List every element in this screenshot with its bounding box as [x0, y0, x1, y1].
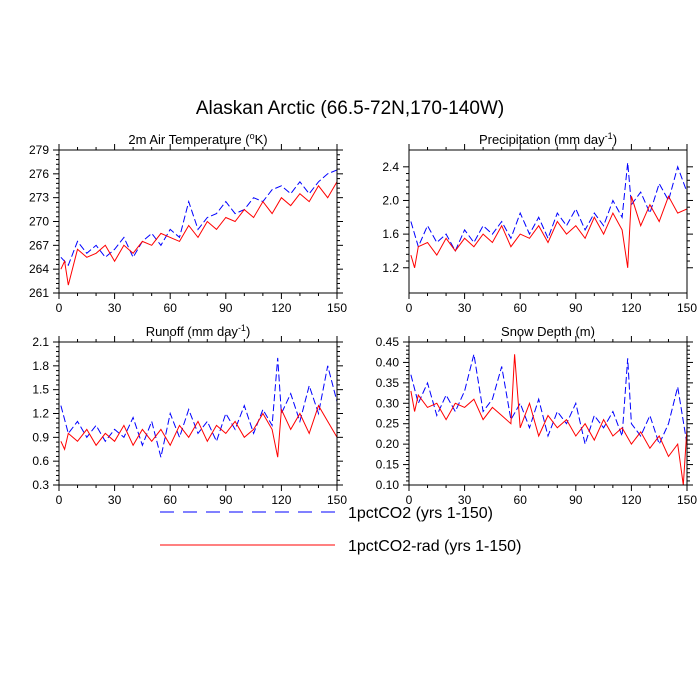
series-line-blue	[60, 169, 337, 267]
panel-title: Precipitation (mm day-1)	[479, 131, 617, 147]
y-tick-label: 0.3	[32, 478, 49, 492]
panel-title-part: )	[613, 132, 617, 147]
chart-panel-4: Snow Depth (m) 0 30 60 90 120 150 0.10 0.15 0.20 0…	[376, 324, 698, 507]
y-tick-label: 1.2	[32, 407, 49, 421]
y-tick-label: 273	[29, 191, 49, 205]
chart-panels: 2m Air Temperature (oK) 0 30 60 90 120 150 261 2…	[29, 131, 697, 507]
y-tick-label: 0.35	[376, 376, 400, 390]
y-tick-label: 279	[29, 143, 49, 157]
x-tick-label: 120	[621, 301, 641, 315]
y-tick-label: 1.2	[382, 261, 399, 275]
y-tick-label: 1.6	[382, 227, 399, 241]
panel-frame	[408, 149, 688, 294]
series-line-blue	[60, 357, 337, 458]
x-tick-label: 150	[327, 301, 347, 315]
panel-title-part: 2m Air Temperature (	[128, 132, 250, 147]
x-tick-label: 0	[56, 301, 63, 315]
panel-title-part: o	[250, 131, 255, 141]
y-tick-label: 2.4	[382, 160, 399, 174]
y-tick-label: 0.10	[376, 478, 400, 492]
x-tick-label: 150	[327, 493, 347, 507]
x-tick-label: 30	[458, 493, 472, 507]
panel-title-part: )	[246, 324, 250, 339]
x-tick-label: 0	[56, 493, 63, 507]
x-tick-label: 120	[271, 301, 291, 315]
x-tick-label: 60	[164, 493, 178, 507]
x-tick-label: 60	[514, 493, 528, 507]
series-line-red	[410, 195, 687, 268]
panel-title-part: -1	[605, 131, 613, 141]
x-tick-label: 150	[677, 301, 697, 315]
y-tick-label: 2.1	[32, 335, 49, 349]
y-tick-label: 0.45	[376, 335, 400, 349]
series-line-red	[410, 354, 687, 485]
chart-panel-3: Runoff (mm day-1) 0 30 60 90 120 150 0.3 0.6 0.9 1…	[32, 323, 347, 507]
panel-frame	[58, 341, 338, 486]
y-tick-label: 267	[29, 238, 49, 252]
panel-title-part: Runoff (mm day	[146, 324, 239, 339]
y-tick-label: 1.8	[32, 359, 49, 373]
panel-title-part: K)	[255, 132, 268, 147]
y-tick-label: 270	[29, 215, 49, 229]
x-tick-label: 30	[108, 301, 122, 315]
y-tick-label: 0.6	[32, 454, 49, 468]
x-tick-label: 30	[108, 493, 122, 507]
y-tick-label: 264	[29, 262, 49, 276]
x-tick-label: 120	[621, 493, 641, 507]
y-tick-label: 2.0	[382, 193, 399, 207]
panel-frame	[408, 341, 688, 486]
x-tick-label: 120	[271, 493, 291, 507]
y-tick-label: 0.40	[376, 355, 400, 369]
series-line-blue	[410, 162, 687, 253]
y-tick-label: 261	[29, 286, 49, 300]
panel-title-part: Precipitation (mm day	[479, 132, 605, 147]
panel-title-part: Snow Depth (m)	[501, 324, 595, 339]
y-tick-label: 1.5	[32, 383, 49, 397]
panel-title-part: -1	[238, 323, 246, 333]
legend-label: 1pctCO2-rad (yrs 1-150)	[348, 538, 521, 555]
panel-frame	[58, 149, 338, 294]
panel-title: Snow Depth (m)	[501, 324, 595, 339]
y-tick-label: 0.20	[376, 437, 400, 451]
chart-panel-2: Precipitation (mm day-1) 0 30 60 90 120 150 1.2…	[382, 131, 697, 315]
x-tick-label: 90	[569, 493, 583, 507]
x-tick-label: 150	[677, 493, 697, 507]
x-tick-label: 90	[219, 301, 233, 315]
y-tick-label: 0.30	[376, 396, 400, 410]
y-tick-label: 0.9	[32, 430, 49, 444]
y-tick-label: 0.15	[376, 458, 400, 472]
y-tick-label: 276	[29, 167, 49, 181]
x-tick-label: 90	[219, 493, 233, 507]
figure-title: Alaskan Arctic (66.5-72N,170-140W)	[196, 98, 504, 119]
x-tick-label: 30	[458, 301, 472, 315]
y-tick-label: 0.25	[376, 417, 400, 431]
x-tick-label: 90	[569, 301, 583, 315]
x-tick-label: 0	[406, 301, 413, 315]
panel-title: 2m Air Temperature (oK)	[128, 131, 267, 147]
legend: 1pctCO2 (yrs 1-150) 1pctCO2-rad (yrs 1-15…	[160, 505, 521, 555]
panel-title: Runoff (mm day-1)	[146, 323, 251, 339]
x-tick-label: 0	[406, 493, 413, 507]
x-tick-label: 60	[514, 301, 528, 315]
series-line-blue	[410, 354, 687, 446]
x-tick-label: 60	[164, 301, 178, 315]
series-line-red	[60, 404, 337, 458]
series-line-red	[60, 181, 337, 286]
chart-panel-1: 2m Air Temperature (oK) 0 30 60 90 120 150 261 2…	[29, 131, 347, 315]
legend-label: 1pctCO2 (yrs 1-150)	[348, 505, 493, 522]
